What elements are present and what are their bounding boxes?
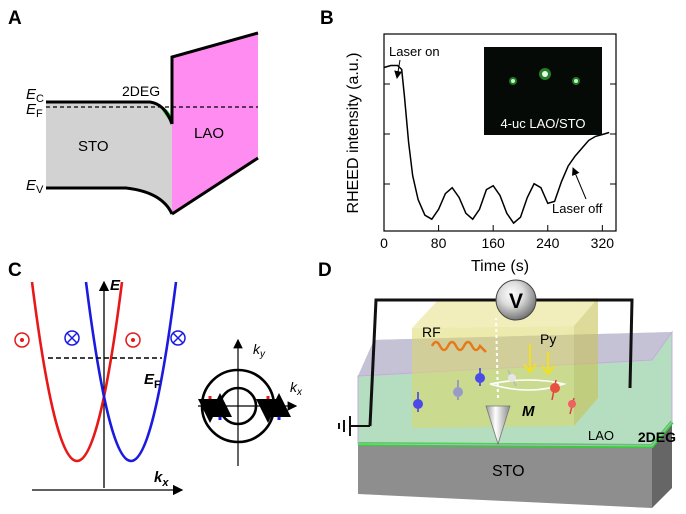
blue-parabola (84, 281, 178, 462)
precession-axis (495, 317, 499, 399)
py-front-face (412, 326, 574, 428)
plot-frame (383, 33, 617, 232)
panel-c-letter: C (8, 260, 22, 281)
rf-label: RF (422, 324, 441, 340)
spin-arrow-icon (523, 344, 537, 374)
x-tick-label: 240 (536, 235, 560, 251)
panel-a: A EC EF EV 2DEG STO LAO (8, 8, 259, 216)
spin-electron-icon (475, 368, 485, 386)
py-side-face (574, 298, 598, 426)
lao-valence-line (171, 156, 259, 216)
lao-region (172, 33, 258, 212)
ky-label: ky (253, 341, 266, 360)
panel-b: B 0 80 160 240 320 RHEED intensity (a.u.) Ti… (320, 8, 617, 275)
inset-label: 4-uc LAO/STO (500, 116, 585, 131)
sto-label-d: STO (492, 463, 525, 480)
laser-on-label: Laser on (389, 44, 440, 59)
m-label: M (522, 403, 535, 420)
rheed-inset-image: 4-uc LAO/STO (484, 47, 602, 135)
voltmeter-label: V (509, 290, 523, 313)
ef-label-c: EF (144, 371, 161, 391)
lao-conduction-line (170, 31, 259, 124)
sto-label: STO (78, 138, 109, 155)
ev-label: EV (26, 177, 44, 196)
kx-axis-label: kx (154, 469, 169, 489)
spin-out-icon (125, 332, 141, 348)
lao-label-d: LAO (588, 428, 614, 443)
twodeg-label: 2DEG (122, 83, 160, 99)
ec-label: EC (26, 86, 44, 105)
sto-side-face (652, 422, 672, 508)
kx2-label: kx (290, 379, 303, 398)
panel-d: D V RF Py M (318, 260, 676, 508)
sto-region (46, 102, 172, 212)
x-axis-label: Time (s) (471, 258, 529, 275)
x-tick-label: 0 (380, 235, 388, 251)
fermi-circles-diagram (198, 338, 298, 466)
spin-electron-icon (550, 379, 560, 401)
red-parabola (30, 281, 124, 462)
y-ticks (384, 83, 616, 185)
panel-c: C E kx EF ky kx (8, 260, 303, 496)
spin-in-icon (64, 330, 80, 346)
y-axis-label: RHEED intensity (a.u.) (345, 53, 362, 214)
lao-label: LAO (194, 125, 224, 142)
laser-off-label: Laser off (552, 201, 603, 216)
laser-on-arrow (394, 59, 403, 79)
rf-wave (430, 340, 487, 353)
x-tick-label: 160 (481, 235, 505, 251)
twodeg-label-d: 2DEG (638, 429, 676, 445)
x-tick-label: 320 (591, 235, 615, 251)
spin-electron-icon (568, 397, 576, 415)
rheed-curve (383, 64, 610, 225)
voltmeter-icon (495, 279, 537, 321)
spin-electron-icon (413, 392, 423, 412)
circuit-wire-right (536, 298, 634, 389)
circuit-wire-left (368, 298, 496, 427)
panel-d-letter: D (318, 260, 332, 281)
spin-in-icon (170, 330, 186, 346)
ground-icon (338, 416, 370, 436)
ef-label: EF (26, 101, 43, 120)
valence-band-line (46, 186, 174, 215)
spin-electron-icon (507, 369, 517, 387)
panel-b-letter: B (320, 8, 334, 29)
spin-out-icon (14, 332, 30, 348)
e-axis-label: E (110, 277, 121, 294)
spin-electron-icon (453, 380, 463, 400)
x-tick-label: 80 (431, 235, 447, 251)
spin-arrow-icon (541, 352, 555, 376)
magnetization-cone (485, 405, 511, 446)
lao-outline (357, 330, 673, 447)
panel-a-letter: A (8, 8, 22, 29)
py-label: Py (540, 331, 556, 347)
laser-off-arrow (572, 167, 587, 200)
sto-front-face (358, 444, 652, 508)
x-ticks: 0 80 160 240 320 (380, 225, 614, 251)
